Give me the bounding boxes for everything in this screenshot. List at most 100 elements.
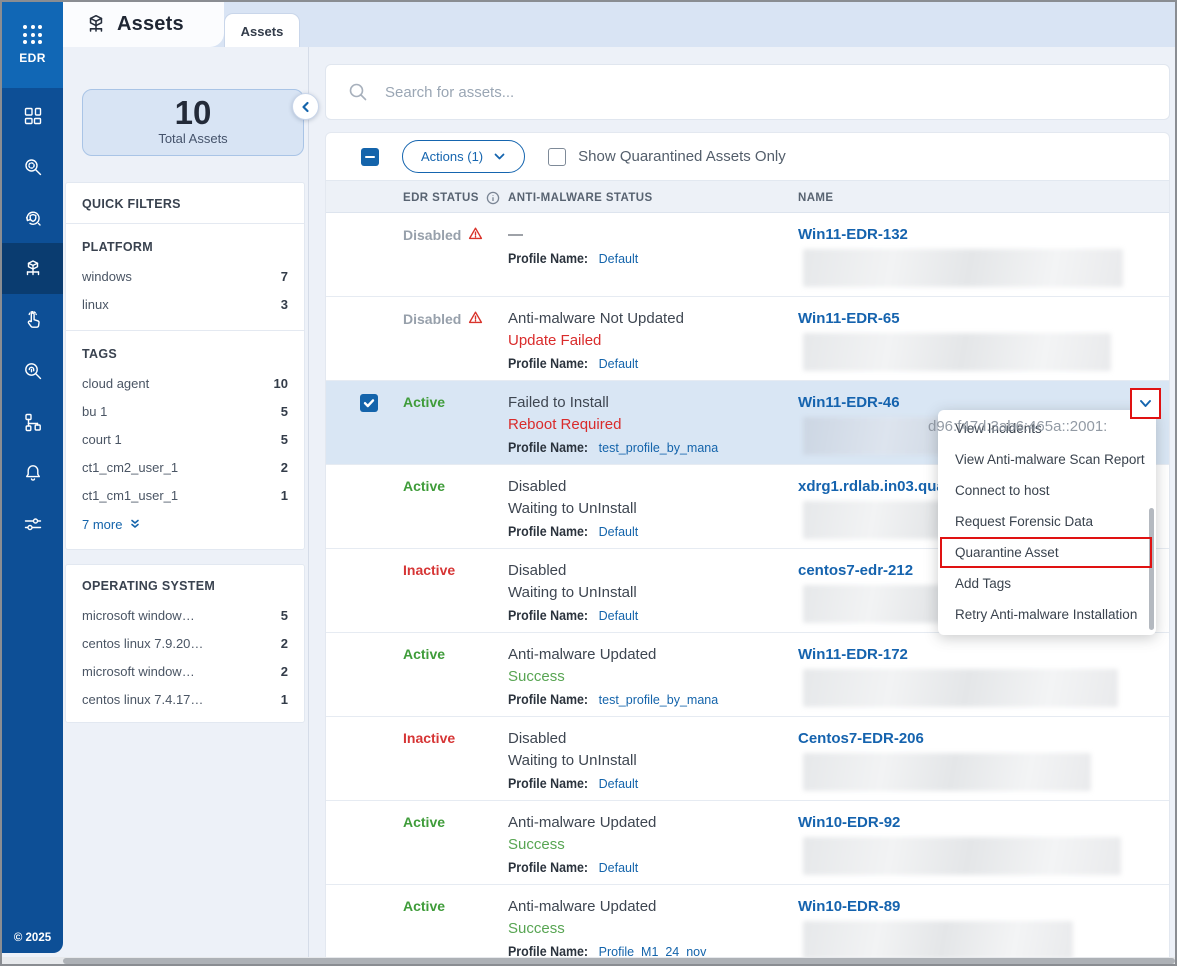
dashboard-icon <box>24 107 41 124</box>
table-row[interactable]: Disabled Anti-malware Not Updated Update… <box>326 297 1169 381</box>
profile-link[interactable]: Profile_M1_24_nov <box>598 945 707 959</box>
asset-name-link[interactable]: xdrg1.rdlab.in03.qual <box>798 478 949 495</box>
menu-item-request-forensic-data[interactable]: Request Forensic Data <box>955 514 1094 529</box>
menu-item-connect-to-host[interactable]: Connect to host <box>955 483 1050 498</box>
filter-count: 1 <box>280 691 288 707</box>
sidebar-item-configuration[interactable] <box>2 498 63 549</box>
menu-item-quarantine-asset[interactable]: Quarantine Asset <box>955 545 1059 560</box>
filter-item-bu1[interactable]: bu 1 5 <box>82 397 288 425</box>
table-toolbar: Actions (1) Show Quarantined Assets Only <box>326 133 1169 180</box>
filter-label: microsoft window… <box>82 663 195 679</box>
filter-item-ct1-cm2-user1[interactable]: ct1_cm2_user_1 2 <box>82 453 288 481</box>
menu-scrollbar[interactable] <box>1149 508 1154 630</box>
sidebar-item-anti-malware[interactable] <box>2 192 63 243</box>
asset-name-link[interactable]: Win10-EDR-89 <box>798 898 901 915</box>
profile-link[interactable]: Default <box>598 609 639 623</box>
menu-item-add-tags[interactable]: Add Tags <box>955 576 1012 591</box>
threat-search-icon <box>24 158 41 175</box>
check-icon <box>363 399 375 408</box>
info-icon[interactable] <box>486 191 500 205</box>
filter-item-os-3[interactable]: microsoft window… 2 <box>82 657 288 685</box>
filter-item-linux[interactable]: linux 3 <box>82 290 288 318</box>
table-row[interactable]: Active Anti-malware Updated Success Prof… <box>326 801 1169 885</box>
show-quarantined-checkbox[interactable] <box>548 147 567 166</box>
profile-link[interactable]: test_profile_by_mana <box>598 693 719 707</box>
menu-item-retry-antimalware-installation[interactable]: Retry Anti-malware Installation <box>955 607 1138 622</box>
row-checkbox-checked[interactable] <box>360 394 378 412</box>
table-row[interactable]: Active Anti-malware Updated Success Prof… <box>326 633 1169 717</box>
table-row[interactable]: Disabled — Profile Name: Default Win11-E… <box>326 213 1169 297</box>
redacted-text <box>803 669 1118 707</box>
page-title: Assets <box>117 13 184 35</box>
edr-status: Active <box>403 394 446 410</box>
sidebar-item-dashboard[interactable] <box>2 90 63 141</box>
filter-label: bu 1 <box>82 403 108 419</box>
filter-item-os-1[interactable]: microsoft window… 5 <box>82 601 288 629</box>
asset-name-link[interactable]: Win11-EDR-46 <box>798 394 900 411</box>
table-row[interactable]: Inactive Disabled Waiting to UnInstall P… <box>326 717 1169 801</box>
filter-item-windows[interactable]: windows 7 <box>82 262 288 290</box>
filter-item-ct1-cm1-user1[interactable]: ct1_cm1_user_1 1 <box>82 481 288 509</box>
sidebar-item-notifications[interactable] <box>2 447 63 498</box>
sidebar-item-network[interactable] <box>2 396 63 447</box>
total-assets-count: 10 <box>174 94 212 131</box>
table-row[interactable]: Active Anti-malware Updated Success Prof… <box>326 885 1169 959</box>
operating-system-card: OPERATING SYSTEM microsoft window… 5 cen… <box>65 564 305 723</box>
profile-link[interactable]: Default <box>598 357 639 371</box>
filter-item-court1[interactable]: court 1 5 <box>82 425 288 453</box>
shield-sync-icon <box>25 211 41 226</box>
filter-count: 5 <box>280 403 288 419</box>
asset-name-link[interactable]: Centos7-EDR-206 <box>798 730 924 747</box>
anti-malware-status: Failed to Install Reboot Required Profil… <box>508 394 719 455</box>
tab-assets[interactable]: Assets <box>224 13 300 48</box>
bell-icon <box>25 464 40 481</box>
collapse-panel-button[interactable] <box>292 93 319 120</box>
anti-malware-status: Anti-malware Not Updated Update Failed P… <box>508 310 684 371</box>
menu-item-view-antimalware-scan-report[interactable]: View Anti-malware Scan Report <box>955 452 1145 467</box>
sliders-icon <box>24 517 41 530</box>
horizontal-scrollbar-thumb[interactable] <box>63 957 1175 964</box>
sidebar-item-hunting[interactable] <box>2 345 63 396</box>
filters-panel: 10 Total Assets QUICK FILTERS PLATFORM w… <box>63 47 309 957</box>
sidebar-item-assets[interactable] <box>2 243 63 294</box>
filter-label: cloud agent <box>82 375 150 391</box>
quick-filters-card: QUICK FILTERS PLATFORM windows 7 linux 3… <box>65 182 305 550</box>
column-edr-status: EDR STATUS <box>403 181 500 214</box>
app-launcher[interactable]: EDR <box>2 2 63 88</box>
total-assets-card[interactable]: 10 Total Assets <box>82 89 304 156</box>
filter-label: ct1_cm1_user_1 <box>82 487 179 503</box>
asset-name-link[interactable]: Win11-EDR-65 <box>798 310 900 327</box>
sidebar-item-response[interactable] <box>2 294 63 345</box>
double-chevron-down-icon <box>131 519 140 528</box>
filter-count: 2 <box>280 663 288 679</box>
profile-link[interactable]: Default <box>598 251 639 266</box>
profile-link[interactable]: Default <box>598 777 639 791</box>
sidebar-item-threat-search[interactable] <box>2 141 63 192</box>
edr-status: Disabled <box>403 226 483 244</box>
filter-item-os-4[interactable]: centos linux 7.4.17… 1 <box>82 685 288 713</box>
assets-cube-icon <box>89 14 103 32</box>
profile-link[interactable]: Default <box>598 525 639 539</box>
profile-link[interactable]: Default <box>598 861 639 875</box>
asset-name-link[interactable]: centos7-edr-212 <box>798 562 914 579</box>
actions-button[interactable]: Actions (1) <box>402 140 526 173</box>
sidebar: EDR <box>2 2 63 953</box>
os-title: OPERATING SYSTEM <box>82 579 216 593</box>
filter-count: 1 <box>280 487 288 503</box>
edr-status: Active <box>403 478 446 494</box>
filter-count: 10 <box>273 375 288 391</box>
row-context-menu: View Incidents View Anti-malware Scan Re… <box>938 410 1156 635</box>
select-all-checkbox[interactable] <box>361 147 379 166</box>
filter-item-cloud-agent[interactable]: cloud agent 10 <box>82 369 288 397</box>
row-menu-chevron-button[interactable] <box>1138 396 1153 411</box>
asset-name-link[interactable]: Win11-EDR-132 <box>798 226 908 243</box>
asset-name-link[interactable]: Win10-EDR-92 <box>798 814 901 831</box>
profile-link[interactable]: test_profile_by_mana <box>598 441 719 455</box>
column-name: NAME <box>798 191 834 204</box>
asset-name-link[interactable]: Win11-EDR-172 <box>798 646 908 663</box>
menu-item-view-incidents[interactable]: View Incidents <box>955 421 1042 436</box>
search-input[interactable] <box>383 82 1103 102</box>
tags-more-link[interactable]: 7 more <box>82 511 288 537</box>
fingerprint-search-icon <box>24 362 41 379</box>
filter-item-os-2[interactable]: centos linux 7.9.20… 2 <box>82 629 288 657</box>
